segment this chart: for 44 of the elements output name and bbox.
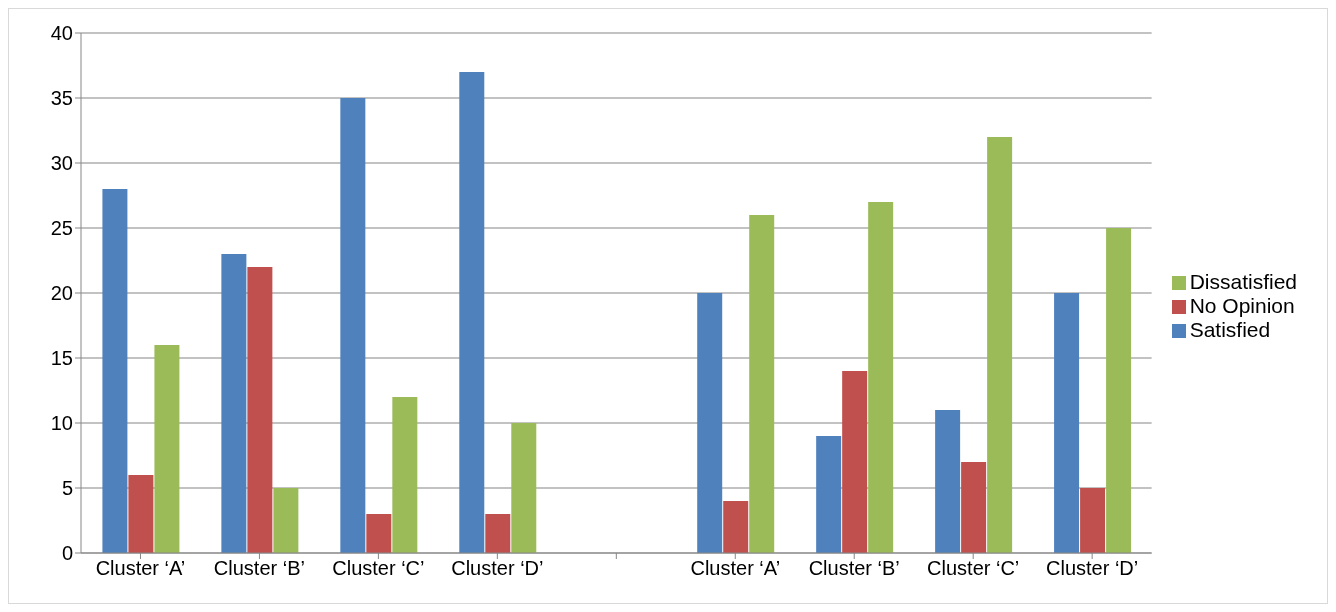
bar [1080,488,1106,553]
y-tick-label: 30 [50,152,73,175]
bar [154,345,180,553]
bar [392,397,418,553]
y-tick-label: 15 [50,347,73,370]
legend-label: Satisfied [1189,318,1271,341]
x-tick-label: Cluster ‘D’ [1046,557,1139,580]
x-tick-label: Cluster ‘A’ [95,557,186,580]
bar [749,215,775,553]
bar [697,293,723,553]
x-tick-label: Cluster ‘C’ [927,557,1020,580]
x-tick-label: Cluster ‘B’ [213,557,306,580]
bar [842,371,868,553]
bar [273,488,299,553]
bar [102,189,128,553]
bar [366,514,392,553]
x-tick-label: Cluster ‘D’ [451,557,544,580]
bar [247,267,273,553]
bar [816,436,842,553]
y-tick-label: 25 [50,217,73,240]
bar [868,202,894,553]
bar [1054,293,1080,553]
legend-label: No Opinion [1189,294,1295,317]
y-tick-label: 0 [61,542,73,565]
bar [1106,228,1132,553]
y-tick-label: 35 [50,87,73,110]
y-tick-label: 10 [50,412,73,435]
bar [128,475,154,553]
x-tick-label: Cluster ‘A’ [690,557,781,580]
bar [340,98,366,553]
x-tick-label: Cluster ‘C’ [332,557,425,580]
bar [987,137,1013,553]
bar [935,410,961,553]
bar [723,501,749,553]
y-tick-label: 40 [50,22,73,45]
x-tick-label: Cluster ‘B’ [808,557,900,580]
bar [511,423,537,553]
y-tick-label: 5 [61,477,73,500]
bar [221,254,247,553]
y-tick-label: 20 [50,282,73,305]
bar [961,462,987,553]
bar [459,72,485,553]
legend-label: Dissatisfied [1189,270,1297,293]
bar [485,514,511,553]
